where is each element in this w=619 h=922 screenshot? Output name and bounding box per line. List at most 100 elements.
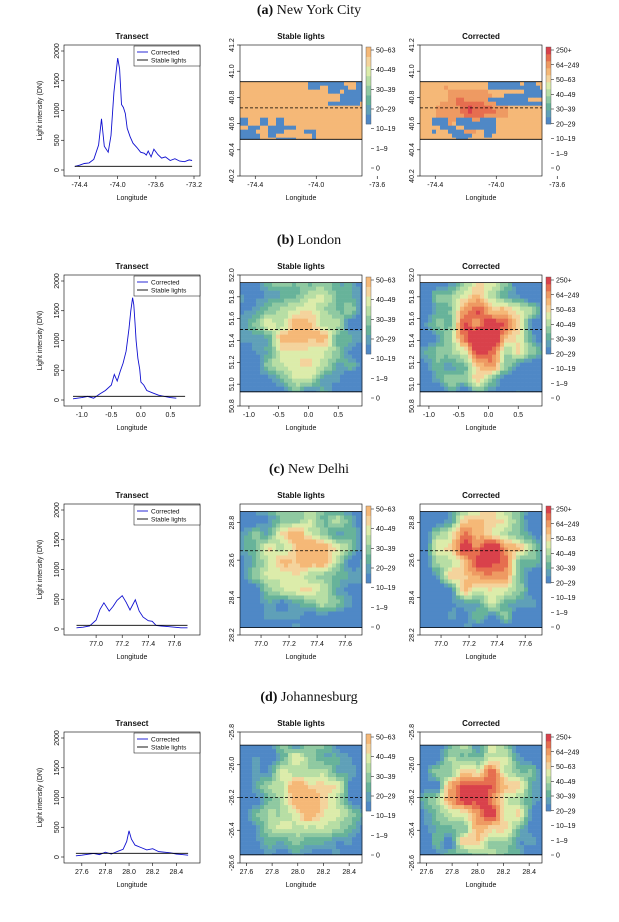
map-cell xyxy=(532,370,537,375)
map-cell xyxy=(268,318,273,323)
map-cell xyxy=(264,611,269,616)
map-cell xyxy=(304,571,309,576)
map-cell xyxy=(300,85,305,90)
map-cell xyxy=(448,515,453,520)
map-cell xyxy=(304,109,309,114)
map-cell xyxy=(496,615,501,620)
map-cell xyxy=(500,298,505,303)
map-cell xyxy=(268,543,273,548)
map-cell xyxy=(440,615,445,620)
map-cell xyxy=(444,133,449,138)
map-cell xyxy=(336,101,341,106)
map-cell xyxy=(444,302,449,307)
map-cell xyxy=(500,89,505,94)
map-cell xyxy=(316,575,321,580)
map-cell xyxy=(476,615,481,620)
map-cell xyxy=(424,591,429,596)
map-cell xyxy=(520,595,525,600)
map-cell xyxy=(324,314,329,319)
map-cell xyxy=(316,591,321,596)
map-cell xyxy=(436,515,441,520)
map-cell xyxy=(336,310,341,315)
map-cell xyxy=(540,326,543,331)
map-cell xyxy=(320,603,325,608)
map-cell xyxy=(532,294,537,299)
map-cell xyxy=(240,611,245,616)
map-cell xyxy=(484,531,489,536)
map-cell xyxy=(532,551,537,556)
map-cell xyxy=(304,97,309,102)
map-cell xyxy=(268,306,273,311)
map-cell xyxy=(292,607,297,612)
map-cell xyxy=(432,374,437,379)
map-cell xyxy=(468,567,473,572)
map-cell xyxy=(524,298,529,303)
map-cell xyxy=(276,129,281,134)
map-cell xyxy=(300,342,305,347)
map-cell xyxy=(512,591,517,596)
map-cell xyxy=(532,390,537,393)
map-cell xyxy=(504,595,509,600)
map-cell xyxy=(440,575,445,580)
map-cell xyxy=(248,129,253,134)
map-cell xyxy=(360,623,363,628)
map-cell xyxy=(272,105,277,110)
map-cell xyxy=(420,386,425,391)
map-cell xyxy=(244,539,249,544)
map-cell xyxy=(436,306,441,311)
map-cell xyxy=(296,85,301,90)
map-cell xyxy=(260,318,265,323)
map-cell xyxy=(468,559,473,564)
map-cell xyxy=(448,531,453,536)
map-cell xyxy=(252,93,257,98)
map-cell xyxy=(496,591,501,596)
map-cell xyxy=(264,619,269,624)
map-cell xyxy=(504,117,509,122)
map-cell xyxy=(420,109,425,114)
map-cell xyxy=(324,567,329,572)
map-cell xyxy=(244,294,249,299)
map-cell xyxy=(244,334,249,339)
map-cell xyxy=(492,374,497,379)
map-cell xyxy=(488,310,493,315)
map-cell xyxy=(344,603,349,608)
map-cell xyxy=(272,89,277,94)
map-cell xyxy=(324,595,329,600)
map-cell xyxy=(304,527,309,532)
map-cell xyxy=(308,370,313,375)
colorbar-label: 30–39 xyxy=(376,317,396,324)
map-cell xyxy=(240,306,245,311)
map-cell xyxy=(532,326,537,331)
map-cell xyxy=(356,370,361,375)
map-cell xyxy=(288,619,293,624)
map-cell xyxy=(332,286,337,291)
map-cell xyxy=(432,290,437,295)
map-cell xyxy=(340,378,345,383)
map-cell xyxy=(436,378,441,383)
map-cell xyxy=(476,378,481,383)
map-cell xyxy=(464,354,469,359)
map-cell xyxy=(448,97,453,102)
map-cell xyxy=(444,551,449,556)
map-cell xyxy=(456,350,461,355)
map-cell xyxy=(240,298,245,303)
map-cell xyxy=(496,121,501,126)
map-cell xyxy=(476,551,481,556)
map-cell xyxy=(476,326,481,331)
map-cell xyxy=(448,563,453,568)
map-cell xyxy=(420,515,425,520)
map-cell xyxy=(440,386,445,391)
map-cell xyxy=(440,511,445,516)
map-cell xyxy=(540,117,543,122)
map-cell xyxy=(336,611,341,616)
colorbar-label: 50–63 xyxy=(556,536,576,543)
map-cell xyxy=(304,93,309,98)
map-cell xyxy=(340,366,345,371)
map-cell xyxy=(420,615,425,620)
y-tick-label: 2000 xyxy=(54,502,61,518)
map-cell xyxy=(252,286,257,291)
map-cell xyxy=(512,583,517,588)
map-cell xyxy=(540,350,543,355)
map-cell xyxy=(488,314,493,319)
map-cell xyxy=(512,527,517,532)
